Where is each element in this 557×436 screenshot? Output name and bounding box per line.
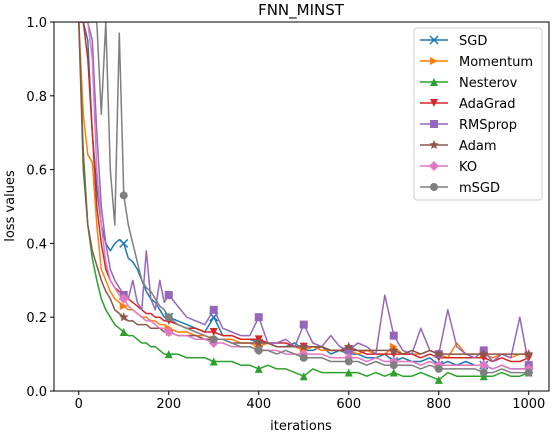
data-point	[119, 302, 128, 311]
data-point	[254, 313, 263, 322]
series-msgd	[78, 22, 533, 377]
legend-label: SGD	[459, 34, 487, 49]
data-point	[523, 349, 534, 359]
data-point	[163, 326, 174, 337]
data-point	[164, 350, 173, 359]
chart-title: FNN_MINST	[258, 1, 345, 20]
data-point	[299, 353, 308, 362]
legend-label: RMSprop	[459, 118, 517, 133]
data-point	[524, 368, 533, 377]
legend: SGD Momentum Nesterov AdaGrad RMSprop Adam KO m…	[413, 27, 543, 201]
legend-label: Momentum	[459, 55, 533, 70]
x-tick-label: 600	[336, 397, 361, 412]
legend-item: SGD	[420, 34, 487, 49]
x-tick-label: 0	[75, 397, 83, 412]
x-tick-label: 800	[426, 397, 451, 412]
y-tick-label: 0.6	[26, 164, 47, 179]
data-point	[299, 320, 308, 329]
series-layer	[78, 22, 534, 384]
legend-item: RMSprop	[420, 118, 517, 133]
legend-label: Nesterov	[459, 76, 518, 91]
legend-marker	[429, 35, 439, 45]
data-point	[344, 357, 353, 366]
data-point	[119, 191, 128, 200]
legend-label: KO	[459, 160, 477, 175]
legend-box	[413, 27, 543, 201]
data-point	[209, 305, 218, 314]
legend-marker	[429, 161, 439, 171]
y-tick-label: 0.2	[26, 311, 47, 326]
data-point	[209, 357, 218, 366]
data-point	[254, 346, 263, 355]
data-point	[164, 291, 173, 300]
y-axis-label: loss values	[3, 170, 18, 242]
plot-frame	[53, 21, 550, 392]
data-point	[389, 361, 398, 370]
data-point	[344, 346, 353, 355]
legend-item: Adam	[420, 139, 497, 154]
data-point	[433, 349, 444, 359]
y-tick-label: 0.0	[26, 385, 47, 400]
legend-item: AdaGrad	[420, 97, 516, 112]
x-axis-label: iterations	[270, 419, 332, 434]
y-tick-label: 1.0	[26, 16, 47, 31]
y-tick-label: 0.4	[26, 237, 47, 252]
x-axis: 0 200 400 600 800 1000	[75, 391, 545, 412]
data-point	[389, 368, 398, 377]
y-tick-label: 0.8	[26, 90, 47, 105]
data-point	[389, 331, 398, 340]
data-point	[209, 335, 218, 344]
data-point	[344, 368, 353, 377]
x-tick-label: 400	[246, 397, 271, 412]
data-point	[434, 375, 443, 384]
data-point	[478, 360, 489, 371]
data-point	[434, 364, 443, 373]
legend-label: AdaGrad	[459, 97, 516, 112]
legend-item: Nesterov	[420, 76, 518, 91]
x-tick-label: 1000	[512, 397, 545, 412]
legend-label: Adam	[459, 139, 497, 154]
x-tick-label: 200	[156, 397, 181, 412]
legend-label: mSGD	[459, 181, 500, 196]
data-point	[254, 364, 263, 373]
y-axis: 0.0 0.2 0.4 0.6 0.8 1.0	[26, 16, 54, 400]
legend-item: mSGD	[420, 181, 500, 196]
legend-marker	[430, 78, 438, 86]
data-point	[343, 341, 354, 351]
legend-marker	[429, 140, 439, 150]
legend-marker	[430, 57, 438, 65]
data-point	[478, 349, 489, 359]
legend-marker	[430, 120, 438, 128]
data-point	[164, 313, 173, 322]
data-point	[388, 345, 399, 355]
legend-marker	[430, 99, 438, 107]
legend-marker	[430, 183, 438, 191]
data-point	[253, 338, 264, 348]
data-point	[209, 327, 218, 336]
data-point	[119, 238, 129, 248]
data-point	[119, 327, 128, 336]
data-point	[299, 372, 308, 381]
legend-item: Momentum	[420, 55, 533, 70]
data-point	[298, 341, 309, 351]
data-point	[118, 293, 129, 304]
data-point	[118, 312, 129, 322]
legend-item: KO	[420, 160, 477, 175]
data-point	[479, 368, 488, 377]
